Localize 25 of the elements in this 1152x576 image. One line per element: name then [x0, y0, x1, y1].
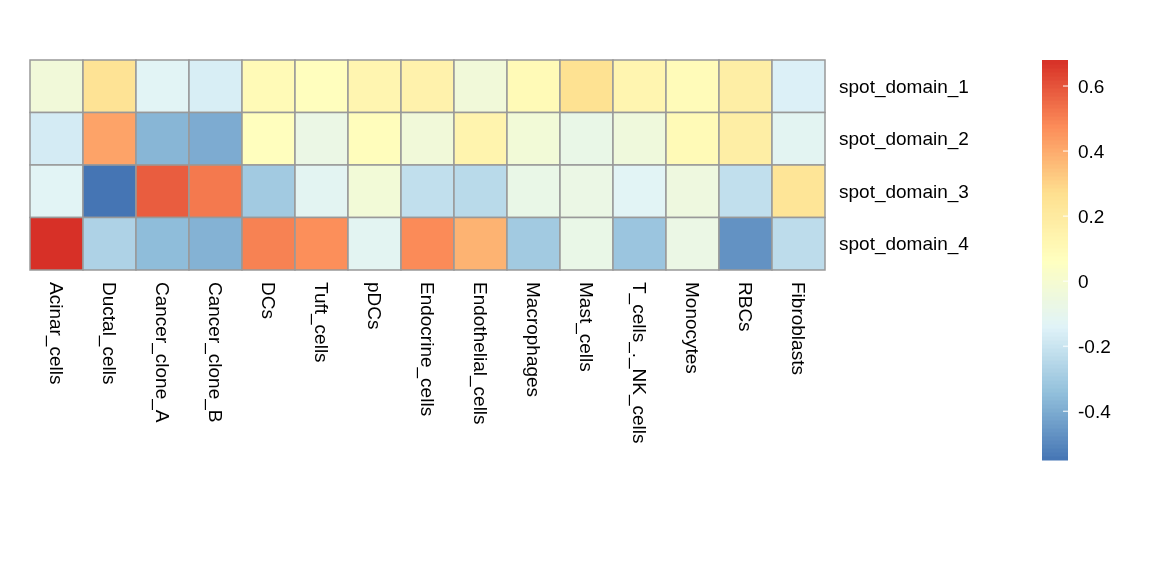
x-tick-label: Cancer_clone_B: [204, 282, 226, 423]
y-tick-label: spot_domain_4: [839, 233, 970, 256]
x-tick-label: Monocytes: [682, 282, 703, 374]
x-tick-label: Acinar_cells: [45, 282, 67, 385]
x-tick-label: Fibroblasts: [788, 282, 809, 375]
x-tick-label: RBCs: [735, 282, 756, 332]
color-bar-label: 0.2: [1078, 205, 1105, 227]
y-tick-label: spot_domain_1: [839, 75, 969, 98]
color-bar-label: -0.2: [1078, 335, 1111, 357]
x-tick-label: Mast_cells: [575, 282, 597, 372]
color-bar-label: -0.4: [1078, 400, 1112, 422]
color-bar-label: 0.6: [1078, 75, 1105, 97]
x-tick-label: Cancer_clone_A: [151, 282, 173, 423]
x-tick-label: DCs: [258, 282, 279, 319]
x-tick-label: Ductal_cells: [98, 282, 120, 385]
x-tick-label: pDCs: [364, 282, 385, 330]
x-tick-label: Tuft_cells: [310, 282, 332, 363]
y-tick-label: spot_domain_2: [839, 128, 969, 151]
color-bar-label: 0: [1078, 270, 1089, 292]
x-tick-label: Endothelial_cells: [469, 282, 491, 425]
x-tick-label: Endocrine_cells: [416, 282, 438, 417]
y-tick-label: spot_domain_3: [839, 180, 969, 203]
x-tick-label: T_cells_._NK_cells: [628, 282, 650, 444]
x-tick-label: Macrophages: [523, 282, 544, 398]
color-bar-label: 0.4: [1078, 140, 1105, 162]
